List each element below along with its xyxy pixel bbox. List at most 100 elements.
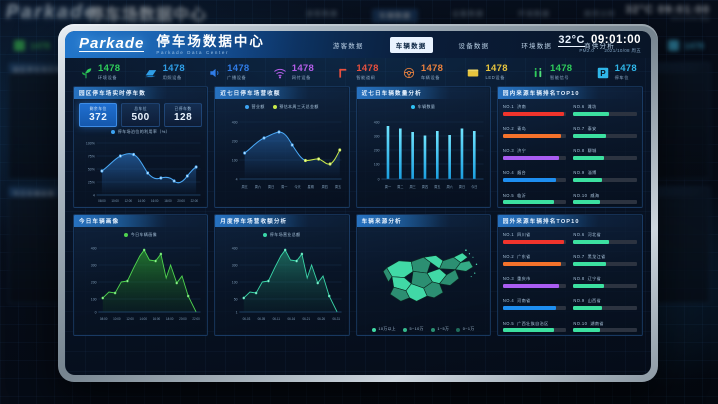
chart-weekly-vehicle-bar[interactable]: 400 300 200 100 0 [362, 110, 485, 200]
panel-body: 停车场营业总额 400 300 100 50 1 [215, 227, 348, 335]
panel-body: 今日车辆画像 400 300 200 100 0 [74, 227, 207, 335]
svg-text:4: 4 [93, 193, 95, 197]
panel-title-bar: 园外来源车辆排名TOP10 [497, 215, 642, 227]
rank-bar [573, 111, 637, 116]
rank-item[interactable]: NO.2 青岛 [502, 126, 567, 138]
rank-item[interactable]: NO.5 广西壮族自治区 [502, 321, 567, 332]
rank-bar [502, 133, 567, 138]
rank-item[interactable]: NO.9 山西省 [573, 298, 637, 310]
legend-item[interactable]: 10万以上 [371, 327, 396, 332]
rank-item[interactable]: NO.3 重庆市 [502, 276, 567, 288]
legend-item[interactable]: 0~1万 [456, 327, 474, 332]
tab-environment-data[interactable]: 环境数据 [521, 42, 553, 50]
rank-item[interactable]: NO.6 河北省 [573, 232, 637, 244]
rank-item[interactable]: NO.1 济南 [502, 104, 567, 116]
rank-item[interactable]: NO.6 潍坊 [573, 104, 637, 116]
svg-text:周二: 周二 [397, 184, 404, 189]
stat-tile-remaining[interactable]: 剩余车位 372 [79, 103, 118, 127]
rank-bar [573, 328, 637, 332]
svg-text:16:00: 16:00 [153, 317, 161, 321]
rank-index: NO.9 [573, 170, 585, 176]
svg-text:100: 100 [91, 297, 97, 301]
rank-item[interactable]: NO.2 广东省 [502, 254, 567, 266]
rank-item[interactable]: NO.1 四川省 [502, 232, 567, 244]
background-clock: 09:01:00 [657, 4, 710, 16]
stat-tiles: 剩余车位 372 总车位 500 已停车数 128 [79, 103, 203, 127]
svg-text:周四: 周四 [421, 184, 428, 189]
legend-item[interactable]: 1~5万 [430, 327, 449, 332]
stat-tile-total[interactable]: 总车位 500 [121, 103, 160, 127]
svg-text:06-11: 06-11 [273, 317, 281, 321]
rank-item[interactable]: NO.7 黑龙江省 [573, 254, 637, 266]
rank-item[interactable]: NO.8 辽宁省 [573, 276, 637, 288]
rank-bar [573, 261, 637, 266]
rank-item[interactable]: NO.10 威海 [573, 192, 637, 204]
panel-title-bar: 近七日停车场营收额 [215, 87, 349, 99]
legend-item[interactable]: 今日车辆画像 [124, 232, 157, 238]
rank-bar [502, 155, 567, 160]
rank-index: NO.4 [502, 170, 515, 176]
chart-weekly-revenue-line[interactable]: 400 200 100 4 [220, 110, 343, 200]
panel-title: 近七日停车场营收额 [220, 91, 281, 97]
chart-realtime-line[interactable]: 100% 75% 50% 25% 4 [79, 135, 202, 207]
tab-visitor-data[interactable]: 游客数据 [332, 42, 364, 50]
svg-text:16:00: 16:00 [151, 198, 159, 202]
kpi-network-device[interactable]: 1478 网付设备 [273, 64, 314, 81]
kpi-traffic-signal[interactable]: 1478 智能信号 [531, 64, 572, 81]
rank-item[interactable]: NO.10 湖南省 [573, 321, 637, 332]
legend-item[interactable]: 5~10万 [403, 327, 424, 332]
legend-item[interactable]: 停车场泊位的利用率（%） [111, 129, 170, 135]
legend-item[interactable]: 预估本周三天总金额 [272, 104, 319, 110]
rank-item[interactable]: NO.8 聊城 [573, 148, 637, 160]
rank-index: NO.10 [573, 192, 588, 198]
chart-monthly-revenue-area[interactable]: 400 300 100 50 1 [220, 238, 343, 330]
kpi-parking-space[interactable]: P 1478 停车位 [596, 64, 637, 81]
rank-bar [573, 155, 637, 160]
legend-item[interactable]: 营业额 [245, 104, 265, 110]
rank-bar [502, 328, 567, 332]
rank-bar [573, 305, 637, 310]
parking-sign-icon: P [596, 66, 610, 80]
kpi-broadcast-device[interactable]: 1478 广播设备 [208, 64, 249, 81]
rank-item[interactable]: NO.9 淄博 [573, 170, 637, 182]
rank-name: 潍坊 [587, 104, 597, 109]
rank-item[interactable]: NO.4 河南省 [502, 298, 567, 310]
kpi-vehicle-device[interactable]: 1478 车辆设备 [402, 64, 443, 81]
tab-supply-analysis[interactable]: 商供分析 [584, 42, 615, 50]
svg-text:200: 200 [91, 280, 97, 284]
background-nav-item: 车辆数据 [372, 9, 418, 23]
svg-text:08:00: 08:00 [100, 317, 108, 321]
rank-index: NO.2 [502, 254, 515, 260]
rank-item[interactable]: NO.3 济宁 [502, 148, 567, 160]
chart-region-map[interactable] [362, 231, 485, 317]
stat-tile-parked[interactable]: 已停车数 128 [163, 103, 203, 127]
svg-text:400: 400 [232, 246, 238, 250]
kpi-lighting-device[interactable]: 1478 用照设备 [144, 64, 185, 81]
folder-icon [466, 66, 480, 80]
rank-item[interactable]: NO.5 临沂 [502, 193, 567, 204]
legend-item[interactable]: 车辆数量 [411, 104, 435, 110]
kpi-strip: 1478 环境设备 1478 用照设备 1478 广播设备 1478 网付设备 [65, 58, 651, 85]
background-nav-item: 环境数据 [518, 11, 550, 18]
svg-text:300: 300 [373, 134, 379, 138]
rank-index: NO.4 [502, 298, 515, 304]
rank-name: 泰安 [587, 126, 597, 132]
panel-grid: 园区停车场实时停车数 剩余车位 372 总车位 500 已停车数 128 [65, 85, 651, 375]
rank-item[interactable]: NO.7 泰安 [573, 126, 637, 138]
stat-label: 已停车数 [174, 106, 192, 111]
background-nav-item: 游客数据 [306, 11, 338, 18]
tab-device-data[interactable]: 设备数据 [458, 42, 490, 50]
rank-bar [502, 305, 567, 310]
kpi-led-device[interactable]: 1478 LED设备 [466, 64, 508, 81]
legend-item[interactable]: 停车场营业总额 [263, 232, 300, 238]
kpi-environment-device[interactable]: 1478 环境设备 [79, 64, 120, 81]
svg-text:50%: 50% [88, 167, 96, 171]
rank-item[interactable]: NO.4 烟台 [502, 170, 567, 182]
svg-text:06-21: 06-21 [303, 317, 311, 321]
kpi-smart-barrier[interactable]: 1478 智能道闸 [337, 64, 378, 81]
chart-today-profile-area[interactable]: 400 300 200 100 0 [79, 238, 202, 330]
svg-text:06-26: 06-26 [318, 317, 326, 321]
svg-text:周日: 周日 [458, 184, 464, 189]
tab-vehicle-data[interactable]: 车辆数据 [389, 36, 433, 53]
panel-outer-source-rank: 园外来源车辆排名TOP10 NO.1 四川省 NO.6 河北省 NO.2 广东省… [496, 214, 643, 336]
